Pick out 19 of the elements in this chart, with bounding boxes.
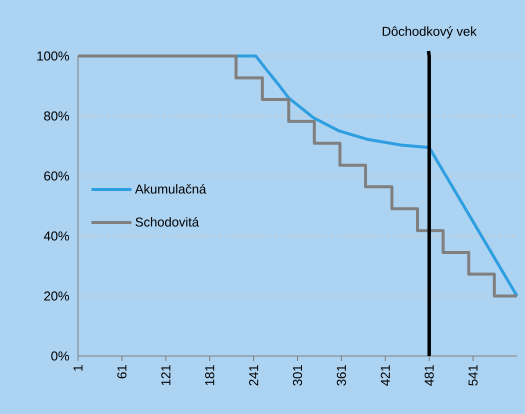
x-tick-label: 361 [336,365,346,386]
y-tick-label: 20% [44,291,70,301]
legend-label: Schodovitá [136,216,200,227]
y-tick-label: 0% [51,351,70,361]
x-tick-label: 181 [205,365,214,386]
y-tick-label: 100% [37,51,70,61]
x-tick-label: 121 [161,365,170,386]
x-tick-label: 301 [292,365,302,386]
x-tick-label: 1 [74,365,82,371]
x-tick-label: 481 [424,365,434,386]
x-tick-label: 541 [468,365,478,386]
x-tick-label: 421 [380,365,390,386]
x-tick-label: 241 [249,365,258,386]
ref-line-label: Dôchodkový vek [382,26,477,38]
legend-label: Akumulačná [134,184,206,194]
y-tick-label: 60% [44,171,70,181]
y-tick-label: 40% [44,231,70,241]
x-tick-label: 61 [117,365,126,378]
y-tick-label: 80% [44,111,70,121]
